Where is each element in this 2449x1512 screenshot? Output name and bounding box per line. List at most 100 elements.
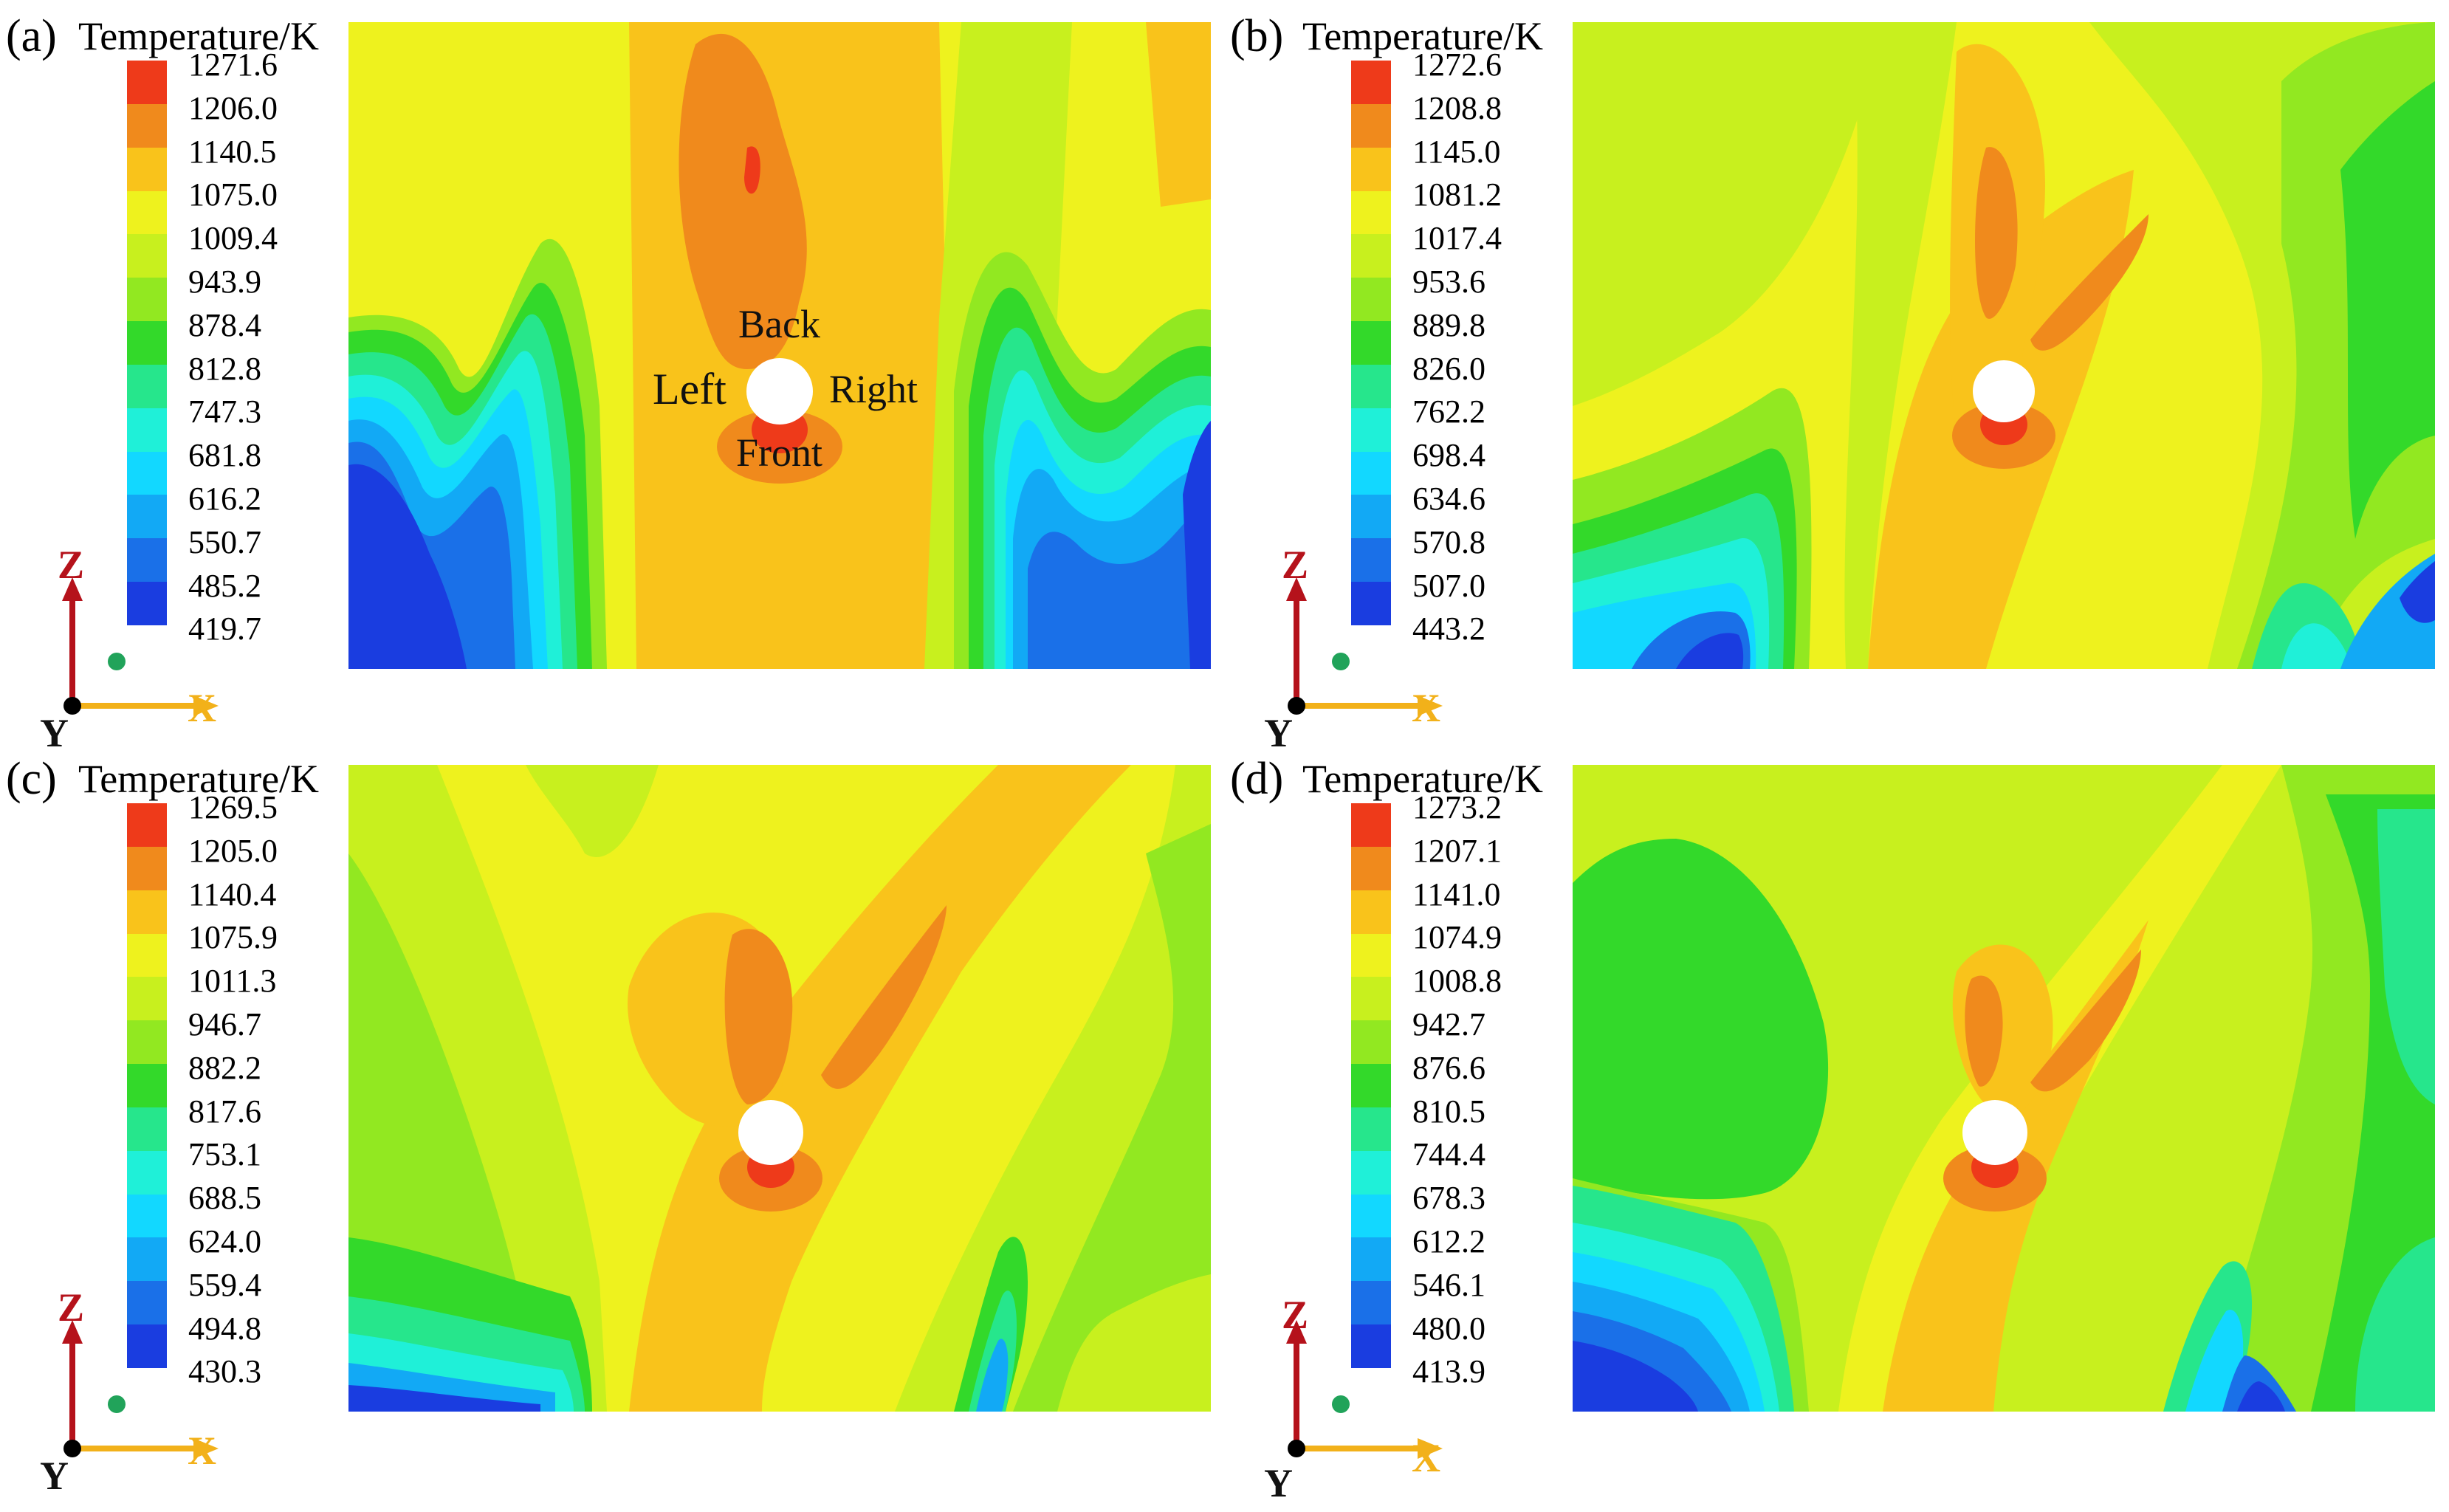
colorbar-title: Temperature/K <box>1302 14 1544 58</box>
colorbar-swatch <box>127 190 167 235</box>
colorbar-swatch <box>1351 234 1391 278</box>
colorbar-swatch <box>127 846 167 890</box>
colorbar-tick: 943.9 <box>188 264 261 300</box>
axis-triad <box>1286 577 1443 716</box>
panel-d: (d) Temperature/K 1273.2 1207.1 1141.0 1… <box>1224 743 2448 1503</box>
colorbar-tick: 1207.1 <box>1412 832 1502 869</box>
colorbar-swatch <box>127 103 167 148</box>
colorbar-swatch <box>1351 278 1391 322</box>
colorbar-swatch <box>1351 1281 1391 1325</box>
colorbar-swatch <box>127 451 167 495</box>
axis-triad <box>62 1320 219 1459</box>
colorbar-swatch <box>127 933 167 977</box>
colorbar-swatch <box>1351 408 1391 452</box>
colorbar-tick: 678.3 <box>1412 1180 1485 1217</box>
colorbar-tick: 878.4 <box>188 306 261 343</box>
colorbar-title: Temperature/K <box>78 14 320 58</box>
colorbar-tick: 546.1 <box>1412 1266 1485 1303</box>
colorbar-swatch <box>127 278 167 322</box>
colorbar-swatch <box>1351 147 1391 191</box>
colorbar-tick: 634.6 <box>1412 481 1485 517</box>
colorbar-swatch <box>127 364 167 408</box>
colorbar-tick: 812.8 <box>188 350 261 387</box>
axis-x-label: X <box>1412 686 1440 730</box>
origin-dot <box>1332 653 1350 670</box>
colorbar-tick: 688.5 <box>188 1180 261 1217</box>
colorbar-tick: 413.9 <box>1412 1353 1485 1390</box>
origin-dot <box>1332 1395 1350 1413</box>
axis-x-label: X <box>188 686 216 730</box>
colorbar-swatch <box>127 1107 167 1151</box>
colorbar-tick: 946.7 <box>188 1006 261 1042</box>
origin-dot <box>108 653 126 670</box>
colorbar-swatch <box>1351 1150 1391 1195</box>
annotation-back: Back <box>738 302 820 346</box>
colorbar-tick: 1009.4 <box>188 220 278 257</box>
colorbar-swatch <box>1351 1237 1391 1282</box>
axis-z-label: Z <box>1282 1293 1309 1337</box>
colorbar-ticks: 1272.6 1208.8 1145.0 1081.2 1017.4 953.6… <box>1412 49 1575 645</box>
colorbar-swatch <box>127 234 167 278</box>
annotation-right: Right <box>829 367 918 411</box>
colorbar-tick: 1074.9 <box>1412 919 1502 956</box>
panel-label: (d) <box>1230 754 1284 804</box>
z-arrowhead <box>1286 1320 1307 1344</box>
colorbar-swatch <box>1351 1107 1391 1151</box>
colorbar-swatch <box>1351 846 1391 890</box>
axis-z-label: Z <box>58 1285 85 1330</box>
x-arrowhead <box>1418 1438 1443 1459</box>
colorbar-tick: 1140.4 <box>188 876 277 913</box>
temperature-contour-plot <box>348 22 1211 669</box>
colorbar-swatch <box>127 321 167 365</box>
temperature-contour-plot <box>1573 765 2435 1412</box>
colorbar-swatch <box>127 495 167 539</box>
colorbar-swatch <box>127 582 167 625</box>
colorbar-swatch <box>1351 803 1391 847</box>
colorbar-tick: 882.2 <box>188 1049 261 1086</box>
colorbar-tick: 1273.2 <box>1412 789 1502 825</box>
panel-a: (a) Temperature/K 1271.6 1206.0 1140.5 1… <box>0 0 1224 753</box>
colorbar-tick: 1208.8 <box>1412 89 1502 126</box>
colorbar-title: Temperature/K <box>1302 757 1544 801</box>
colorbar-tick: 559.4 <box>188 1266 261 1303</box>
colorbar-ticks: 1271.6 1206.0 1140.5 1075.0 1009.4 943.9… <box>188 47 351 645</box>
colorbar-swatch <box>127 408 167 452</box>
colorbar-tick: 1205.0 <box>188 832 278 869</box>
panel-label: (a) <box>6 11 57 61</box>
colorbar-swatch <box>127 1281 167 1325</box>
colorbar-swatch <box>127 890 167 934</box>
colorbar-tick: 1141.0 <box>1412 876 1501 913</box>
colorbar-swatch <box>1351 451 1391 495</box>
panel-b: (b) Temperature/K 1272.6 1208.8 1145.0 1… <box>1224 0 2448 753</box>
colorbar-tick: 1206.0 <box>188 89 278 126</box>
colorbar-tick: 1145.0 <box>1412 133 1501 170</box>
colorbar-tick: 1011.3 <box>188 963 277 1000</box>
panel-c: (c) Temperature/K 1269.5 1205.0 1140.4 1… <box>0 743 1224 1496</box>
colorbar-swatch <box>127 538 167 583</box>
origin-dot <box>108 1395 126 1413</box>
colorbar-tick: 443.2 <box>1412 611 1485 647</box>
axis-x-label: X <box>1412 1436 1440 1480</box>
colorbar-tick: 550.7 <box>188 523 261 560</box>
axis-triad <box>62 577 219 716</box>
colorbar-tick: 1140.5 <box>188 133 277 170</box>
z-arrowhead <box>62 1320 83 1344</box>
colorbar-tick: 1017.4 <box>1412 220 1502 257</box>
colorbar-swatch <box>127 1324 167 1368</box>
colorbar-tick: 485.2 <box>188 567 261 604</box>
colorbar-tick: 810.5 <box>1412 1093 1485 1130</box>
colorbar-tick: 1271.6 <box>188 47 278 83</box>
temperature-contour-plot <box>348 765 1211 1412</box>
axis-z-label: Z <box>58 543 85 587</box>
colorbar-swatch <box>1351 1194 1391 1238</box>
colorbar-tick: 942.7 <box>1412 1006 1485 1042</box>
colorbar-tick: 1081.2 <box>1412 176 1502 213</box>
annotation-front: Front <box>736 430 823 475</box>
colorbar <box>127 61 167 625</box>
colorbar-tick: 744.4 <box>1412 1136 1485 1173</box>
colorbar-tick: 762.2 <box>1412 394 1485 430</box>
colorbar-tick: 747.3 <box>188 394 261 430</box>
colorbar <box>1351 61 1391 625</box>
colorbar-swatch <box>127 1064 167 1107</box>
axis-y-label: Y <box>40 711 69 755</box>
